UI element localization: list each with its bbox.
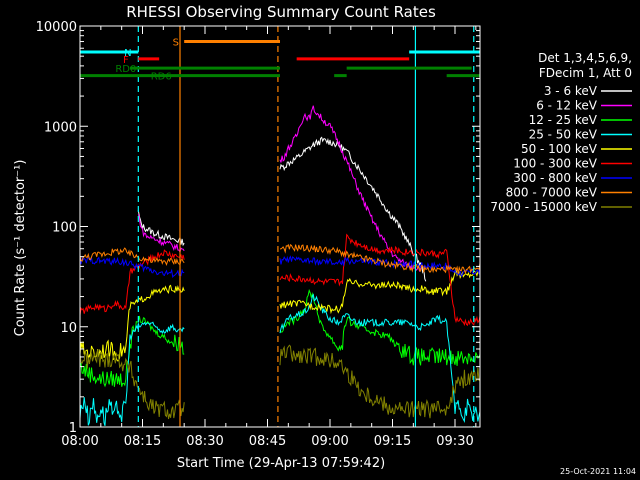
- x-tick-label: 08:30: [186, 434, 223, 449]
- legend-header-line-1: Det 1,3,4,5,6,9,: [538, 51, 632, 65]
- legend-entry-label: 100 - 300 keV: [513, 157, 597, 171]
- x-tick-label: 09:15: [374, 434, 411, 449]
- legend-entry-label: 800 - 7000 keV: [506, 186, 598, 200]
- legend-entry-label: 50 - 100 keV: [521, 142, 598, 156]
- y-tick-label: 1000: [44, 120, 77, 135]
- series-line: [79, 269, 481, 362]
- legend-entry-label: 12 - 25 keV: [529, 113, 598, 127]
- series-line: [79, 233, 481, 327]
- y-tick-label: 10000: [36, 20, 77, 35]
- x-tick-label: 09:00: [311, 434, 348, 449]
- y-tick-label: 1: [69, 421, 77, 436]
- x-axis: 08:00 08:15 08:30 08:45 09:00 09:15 09:30: [61, 26, 477, 449]
- legend: Det 1,3,4,5,6,9, FDecim 1, Att 0 3 - 6 k…: [490, 51, 632, 214]
- y-tick-label: 10: [60, 321, 77, 336]
- chart-title: RHESSI Observing Summary Count Rates: [126, 3, 436, 21]
- flag-label: N: [124, 48, 131, 59]
- series-line: [79, 243, 481, 275]
- y-axis-label: Count Rate (s⁻¹ detector⁻¹): [13, 160, 28, 337]
- flag-label: RD0: [115, 64, 136, 75]
- date-stamp: 25-Oct-2021 11:04: [560, 467, 636, 476]
- y-axis: 1 10 100 1000 10000: [36, 20, 480, 436]
- series-line: [137, 136, 427, 282]
- x-tick-label: 09:30: [436, 434, 473, 449]
- series-line: [79, 293, 481, 426]
- series-line: [79, 344, 481, 420]
- series-line: [137, 105, 422, 272]
- flag-label: F: [123, 55, 129, 66]
- legend-header-line-2: FDecim 1, Att 0: [539, 66, 632, 80]
- x-tick-label: 08:15: [124, 434, 161, 449]
- x-tick-label: 08:45: [249, 434, 286, 449]
- legend-entry-label: 7000 - 15000 keV: [490, 200, 597, 214]
- legend-entry-label: 6 - 12 keV: [536, 99, 598, 113]
- legend-entry-label: 300 - 800 keV: [513, 171, 597, 185]
- flag-label: RD6: [151, 72, 172, 83]
- series-line: [79, 288, 481, 388]
- flag-label: S: [173, 38, 179, 49]
- x-tick-label: 08:00: [61, 434, 98, 449]
- legend-entry-label: 3 - 6 keV: [544, 84, 598, 98]
- x-axis-label: Start Time (29-Apr-13 07:59:42): [177, 456, 385, 471]
- y-tick-label: 100: [52, 221, 77, 236]
- legend-entry-label: 25 - 50 keV: [529, 128, 598, 142]
